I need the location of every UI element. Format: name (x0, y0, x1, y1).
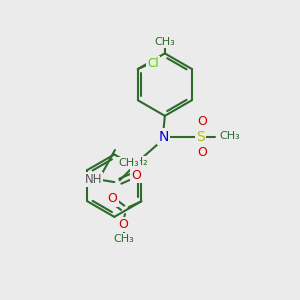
Text: CH₃: CH₃ (220, 131, 241, 141)
Text: O: O (118, 218, 128, 231)
Text: Cl: Cl (147, 57, 158, 70)
Text: O: O (132, 169, 142, 182)
Text: O: O (197, 115, 207, 128)
Text: NH: NH (85, 173, 102, 186)
Text: CH₃: CH₃ (118, 158, 139, 168)
Text: N: N (158, 130, 169, 144)
Text: CH₃: CH₃ (154, 37, 175, 47)
Text: O: O (197, 146, 207, 159)
Text: O: O (108, 192, 118, 206)
Text: CH₂: CH₂ (128, 157, 148, 167)
Text: S: S (196, 130, 205, 144)
Text: CH₃: CH₃ (113, 234, 134, 244)
